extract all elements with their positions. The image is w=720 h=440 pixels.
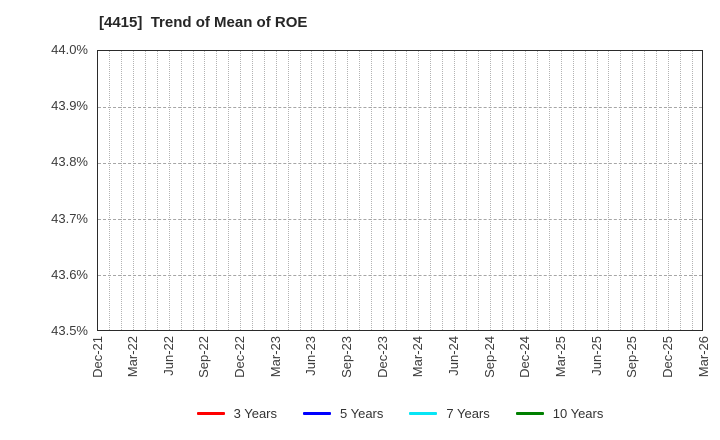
gridline-vertical [228,51,230,330]
gridline-vertical [667,51,669,330]
gridline-vertical [299,51,301,330]
gridline-vertical [406,51,408,330]
gridline-vertical [596,51,598,330]
gridline-vertical [620,51,622,330]
gridline-vertical [465,51,467,330]
gridline-vertical [311,51,313,330]
gridline-vertical [644,51,646,330]
gridline-vertical [691,51,693,330]
gridline-vertical [347,51,349,330]
gridline-vertical [549,51,551,330]
gridline-vertical [263,51,265,330]
y-tick-label: 43.6% [51,266,88,282]
x-tick-label: Dec-25 [659,336,675,378]
gridline-vertical [204,51,206,330]
gridline-horizontal [98,106,702,108]
gridline-vertical [180,51,182,330]
x-tick-label: Sep-22 [196,336,212,378]
y-tick-label: 43.5% [51,323,88,338]
gridline-vertical [287,51,289,330]
gridline-vertical [608,51,610,330]
gridline-horizontal [98,219,702,221]
x-tick-label: Sep-24 [481,336,497,378]
x-tick-label: Mar-25 [552,336,568,378]
chart-title: [4415] Trend of Mean of ROE [99,14,308,31]
gridline-vertical [370,51,372,330]
gridline-vertical [442,51,444,330]
legend-line-swatch [409,411,438,415]
gridline-vertical [477,51,479,330]
gridline-horizontal [98,275,702,277]
gridline-vertical [513,51,515,330]
legend-label: 5 Years [340,405,384,421]
x-tick-label: Mar-26 [695,336,711,378]
gridline-vertical [192,51,194,330]
x-tick-label: Dec-22 [232,336,248,378]
gridline-vertical [251,51,253,330]
gridline-vertical [537,51,539,330]
gridline-vertical [489,51,491,330]
legend-item: 10 Years [515,405,604,421]
x-tick-label: Dec-21 [89,336,105,378]
gridline-vertical [430,51,432,330]
gridline-vertical [394,51,396,330]
gridline-vertical [584,51,586,330]
gridline-vertical [216,51,218,330]
x-tick-label: Dec-24 [517,336,533,378]
y-tick-label: 43.9% [51,98,88,114]
x-tick-label: Sep-25 [624,336,640,378]
x-tick-label: Dec-23 [374,336,390,378]
legend-item: 5 Years [303,406,383,421]
gridline-horizontal [98,162,702,164]
x-tick-label: Mar-24 [410,336,426,378]
gridline-vertical [145,51,147,330]
x-tick-label: Jun-25 [588,336,604,376]
legend-label: 3 Years [233,405,277,421]
gridline-vertical [323,51,325,330]
legend-label: 7 Years [446,405,490,421]
gridline-vertical [168,51,170,330]
gridline-vertical [133,51,135,330]
gridline-vertical [240,51,242,330]
plot-area [97,50,703,331]
gridline-vertical [382,51,384,330]
y-tick-label: 43.8% [51,154,88,170]
x-tick-label: Jun-23 [303,336,319,376]
gridline-vertical [418,51,420,330]
x-tick-label: Jun-24 [445,336,461,376]
x-tick-label: Jun-22 [160,336,176,376]
legend: 3 Years 5 Years 7 Years 10 Years [97,403,703,423]
gridline-vertical [679,51,681,330]
x-tick-label: Mar-23 [267,336,283,378]
gridline-vertical [335,51,337,330]
legend-line-swatch [515,411,544,415]
y-tick-label: 43.7% [51,210,88,226]
gridline-vertical [156,51,158,330]
legend-label: 10 Years [552,405,604,421]
gridline-vertical [453,51,455,330]
gridline-vertical [358,51,360,330]
gridline-vertical [560,51,562,330]
gridline-vertical [572,51,574,330]
x-tick-label: Sep-23 [339,336,355,378]
y-tick-label: 44.0% [51,42,88,57]
gridline-vertical [275,51,277,330]
legend-line-swatch [196,411,225,415]
x-tick-label: Mar-22 [125,336,141,378]
legend-item: 7 Years [409,405,490,421]
legend-line-swatch [303,411,331,415]
gridline-vertical [632,51,634,330]
legend-item: 3 Years [196,405,277,421]
gridline-vertical [501,51,503,330]
gridline-vertical [109,51,111,330]
gridline-vertical [655,51,657,330]
gridline-vertical [525,51,527,330]
gridline-vertical [121,51,123,330]
